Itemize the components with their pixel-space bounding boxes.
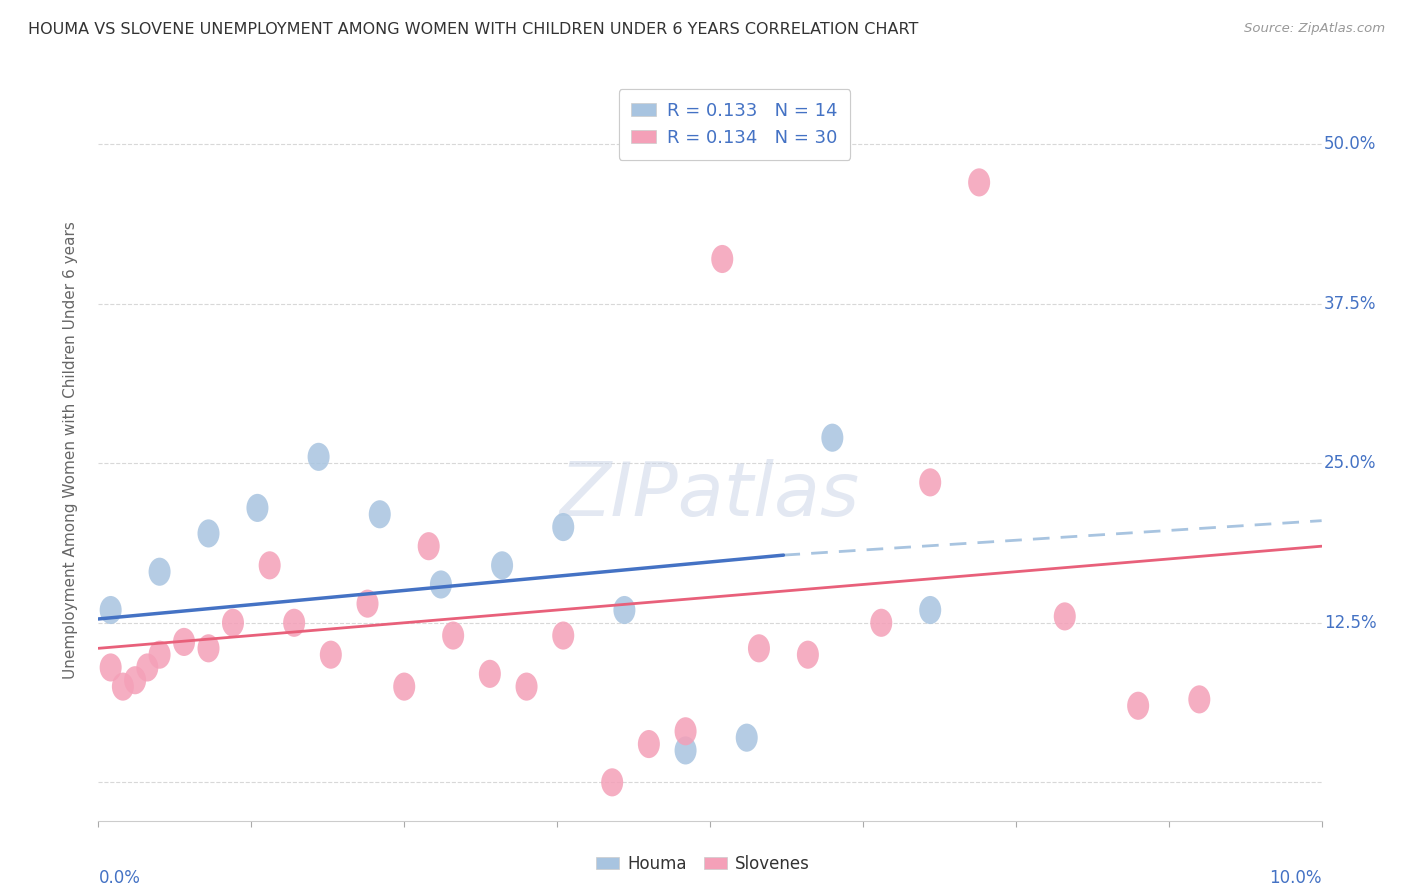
Ellipse shape (553, 622, 574, 649)
Y-axis label: Unemployment Among Women with Children Under 6 years: Unemployment Among Women with Children U… (63, 221, 77, 680)
Text: Source: ZipAtlas.com: Source: ZipAtlas.com (1244, 22, 1385, 36)
Ellipse shape (149, 640, 170, 669)
Text: 37.5%: 37.5% (1324, 294, 1376, 313)
Text: 10.0%: 10.0% (1270, 869, 1322, 887)
Ellipse shape (112, 673, 134, 701)
Ellipse shape (553, 513, 574, 541)
Text: 25.0%: 25.0% (1324, 454, 1376, 472)
Ellipse shape (441, 622, 464, 649)
Text: HOUMA VS SLOVENE UNEMPLOYMENT AMONG WOMEN WITH CHILDREN UNDER 6 YEARS CORRELATIO: HOUMA VS SLOVENE UNEMPLOYMENT AMONG WOME… (28, 22, 918, 37)
Ellipse shape (969, 169, 990, 196)
Ellipse shape (124, 666, 146, 694)
Text: 50.0%: 50.0% (1324, 135, 1376, 153)
Legend: R = 0.133   N = 14, R = 0.134   N = 30: R = 0.133 N = 14, R = 0.134 N = 30 (619, 89, 851, 160)
Text: 12.5%: 12.5% (1324, 614, 1376, 632)
Ellipse shape (259, 551, 281, 580)
Ellipse shape (418, 533, 440, 560)
Ellipse shape (516, 673, 537, 701)
Ellipse shape (748, 634, 770, 663)
Ellipse shape (675, 737, 696, 764)
Ellipse shape (920, 468, 941, 497)
Ellipse shape (357, 590, 378, 617)
Ellipse shape (613, 596, 636, 624)
Text: 0.0%: 0.0% (98, 869, 141, 887)
Ellipse shape (1128, 691, 1149, 720)
Ellipse shape (430, 570, 451, 599)
Ellipse shape (711, 245, 734, 273)
Legend: Houma, Slovenes: Houma, Slovenes (589, 848, 817, 880)
Ellipse shape (368, 500, 391, 528)
Ellipse shape (197, 519, 219, 548)
Ellipse shape (149, 558, 170, 586)
Ellipse shape (222, 608, 245, 637)
Ellipse shape (675, 717, 696, 746)
Ellipse shape (638, 730, 659, 758)
Ellipse shape (735, 723, 758, 752)
Ellipse shape (136, 654, 159, 681)
Ellipse shape (920, 596, 941, 624)
Ellipse shape (100, 596, 122, 624)
Ellipse shape (308, 442, 329, 471)
Ellipse shape (319, 640, 342, 669)
Ellipse shape (797, 640, 818, 669)
Ellipse shape (821, 424, 844, 451)
Ellipse shape (283, 608, 305, 637)
Ellipse shape (100, 654, 122, 681)
Ellipse shape (173, 628, 195, 656)
Ellipse shape (479, 660, 501, 688)
Ellipse shape (870, 608, 893, 637)
Ellipse shape (1053, 602, 1076, 631)
Ellipse shape (1188, 685, 1211, 714)
Ellipse shape (602, 768, 623, 797)
Text: ZIPatlas: ZIPatlas (560, 458, 860, 531)
Ellipse shape (197, 634, 219, 663)
Ellipse shape (394, 673, 415, 701)
Ellipse shape (491, 551, 513, 580)
Ellipse shape (246, 494, 269, 522)
